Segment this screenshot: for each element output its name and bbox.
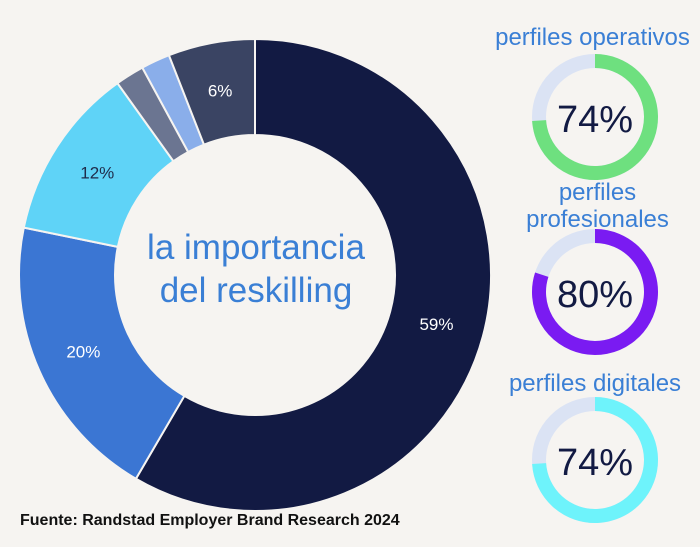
title-line-2: profesionales bbox=[526, 206, 669, 233]
slice-label-0: 59% bbox=[419, 315, 453, 334]
title-line-1: perfiles bbox=[558, 179, 637, 206]
title-perfiles-operativos: perfiles operativos bbox=[495, 24, 690, 51]
small-donut-percent-1: 80% bbox=[557, 274, 633, 316]
center-label-line-2: del reskilling bbox=[160, 271, 353, 310]
small-donut-value-arc-1 bbox=[532, 229, 658, 355]
source-note: Fuente: Randstad Employer Brand Research… bbox=[20, 512, 400, 529]
slice-label-5: 6% bbox=[208, 81, 233, 100]
title-perfiles-digitales: perfiles digitales bbox=[508, 370, 682, 397]
small-donut-percent-2: 74% bbox=[557, 442, 633, 484]
slice-label-1: 20% bbox=[66, 343, 100, 362]
donut-slice-0 bbox=[134, 37, 492, 512]
small-donut-percent-0: 74% bbox=[557, 99, 633, 141]
center-label-line-1: la importancia bbox=[147, 228, 365, 267]
donut-slice-1 bbox=[18, 226, 186, 481]
donut-slice-5 bbox=[167, 37, 256, 146]
small-donut-value-arc-2 bbox=[532, 397, 658, 523]
slice-label-2: 12% bbox=[80, 164, 114, 183]
small-donut-value-arc-0 bbox=[532, 54, 658, 180]
title-perfiles-profesionales: perfiles profesionales bbox=[500, 179, 695, 233]
